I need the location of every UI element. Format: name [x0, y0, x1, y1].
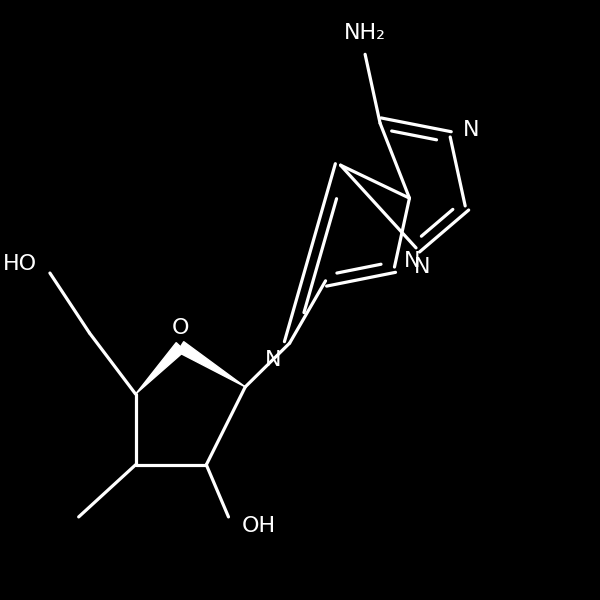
Text: HO: HO [3, 254, 37, 274]
Text: N: N [404, 251, 421, 271]
Text: N: N [414, 257, 430, 277]
Text: N: N [463, 120, 479, 140]
Polygon shape [136, 343, 185, 394]
Text: NH₂: NH₂ [344, 23, 386, 43]
Text: O: O [172, 317, 189, 338]
Polygon shape [178, 341, 245, 387]
Text: N: N [265, 350, 281, 370]
Text: OH: OH [241, 516, 275, 536]
